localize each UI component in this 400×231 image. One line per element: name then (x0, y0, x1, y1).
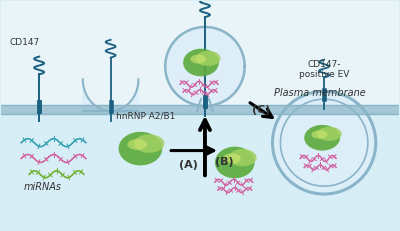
Text: (C): (C) (252, 105, 270, 115)
Bar (1, 105, 399, 114)
Ellipse shape (215, 147, 255, 178)
Ellipse shape (223, 153, 241, 164)
Text: CD147-
positive EV: CD147- positive EV (299, 60, 349, 79)
Text: (B): (B) (215, 157, 234, 167)
Ellipse shape (190, 55, 206, 64)
Polygon shape (165, 27, 245, 106)
Text: hnRNP A2/B1: hnRNP A2/B1 (116, 112, 175, 121)
Ellipse shape (134, 134, 164, 153)
Text: CD147: CD147 (9, 38, 40, 47)
Polygon shape (83, 79, 138, 111)
Text: (A): (A) (179, 160, 198, 170)
Text: Plasma membrane: Plasma membrane (274, 88, 366, 98)
Ellipse shape (312, 130, 328, 139)
Ellipse shape (196, 51, 221, 66)
Ellipse shape (317, 127, 342, 141)
Text: miRNAs: miRNAs (23, 182, 61, 192)
Ellipse shape (229, 149, 257, 166)
Polygon shape (197, 99, 213, 111)
Ellipse shape (304, 125, 340, 151)
Ellipse shape (118, 132, 162, 165)
Bar (1, 1, 399, 111)
Circle shape (280, 99, 368, 186)
Circle shape (272, 91, 376, 194)
Ellipse shape (127, 139, 147, 150)
Ellipse shape (183, 49, 219, 76)
